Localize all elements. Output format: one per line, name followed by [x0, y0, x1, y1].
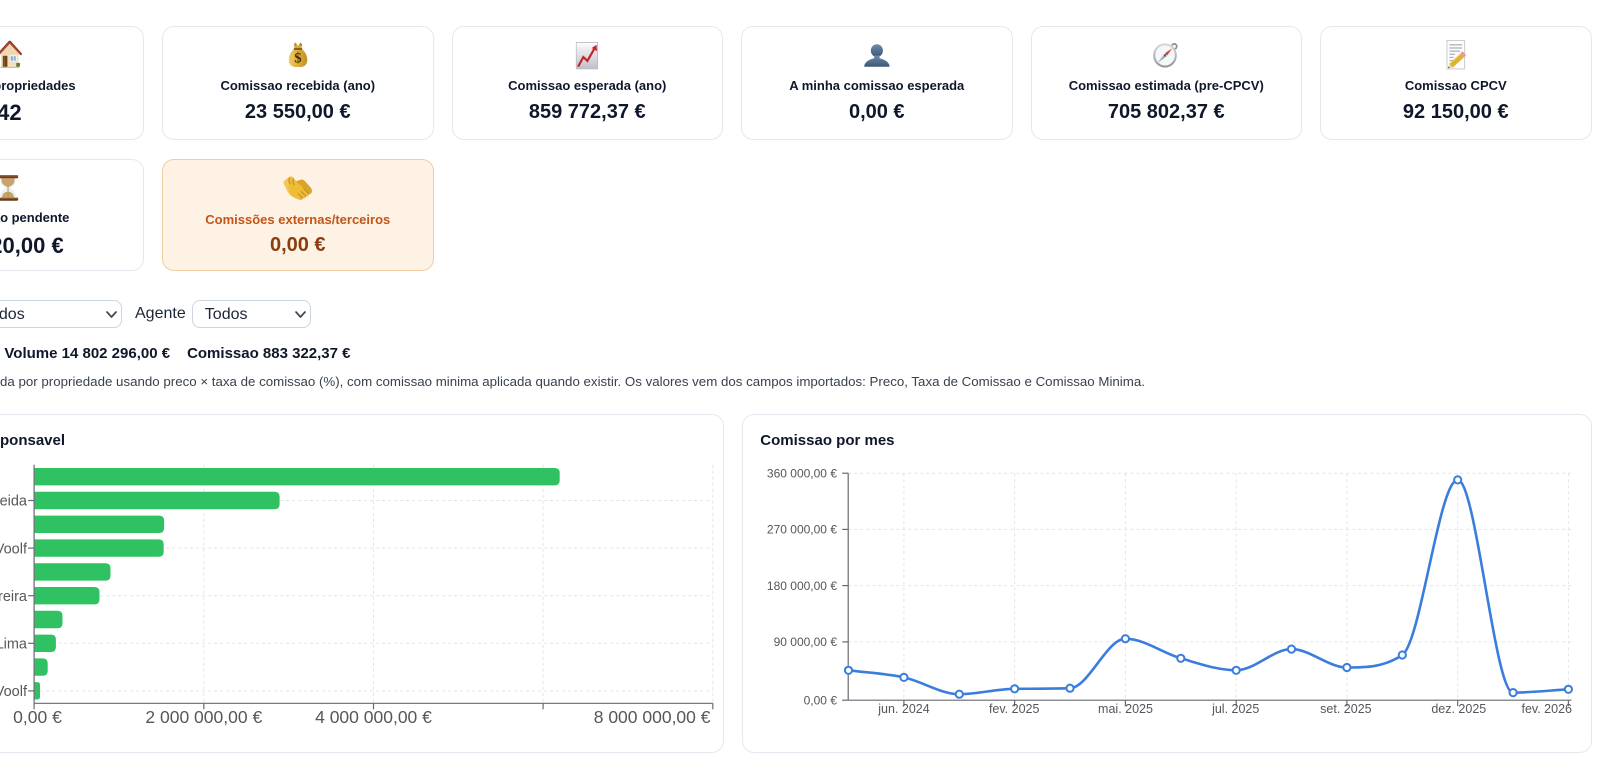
svg-text:0,00 €: 0,00 € — [804, 693, 838, 707]
svg-text:Voolf: Voolf — [0, 541, 27, 557]
svg-text:jun. 2024: jun. 2024 — [877, 702, 929, 716]
svg-text:90 000,00 €: 90 000,00 € — [774, 635, 838, 649]
svg-text:360 000,00 €: 360 000,00 € — [767, 467, 837, 481]
svg-text:0,00 €: 0,00 € — [13, 707, 62, 727]
svg-text:reira: reira — [0, 589, 27, 605]
svg-text:dez. 2025: dez. 2025 — [1431, 702, 1486, 716]
svg-text:Voolf: Voolf — [0, 684, 27, 700]
svg-text:180 000,00 €: 180 000,00 € — [767, 579, 837, 593]
svg-text:270 000,00 €: 270 000,00 € — [767, 523, 837, 537]
svg-text:fev. 2025: fev. 2025 — [989, 702, 1040, 716]
svg-text:2 000 000,00 €: 2 000 000,00 € — [145, 707, 262, 727]
svg-text:8 000 000,00 €: 8 000 000,00 € — [593, 707, 710, 727]
svg-text:eida: eida — [0, 494, 27, 510]
svg-text:set. 2025: set. 2025 — [1320, 702, 1371, 716]
svg-text:fev. 2026: fev. 2026 — [1521, 702, 1572, 716]
svg-text:jul. 2025: jul. 2025 — [1211, 702, 1259, 716]
svg-text:4 000 000,00 €: 4 000 000,00 € — [315, 707, 432, 727]
svg-text:mai. 2025: mai. 2025 — [1098, 702, 1153, 716]
svg-text:$: $ — [294, 50, 301, 66]
svg-text:Lima: Lima — [0, 637, 27, 653]
